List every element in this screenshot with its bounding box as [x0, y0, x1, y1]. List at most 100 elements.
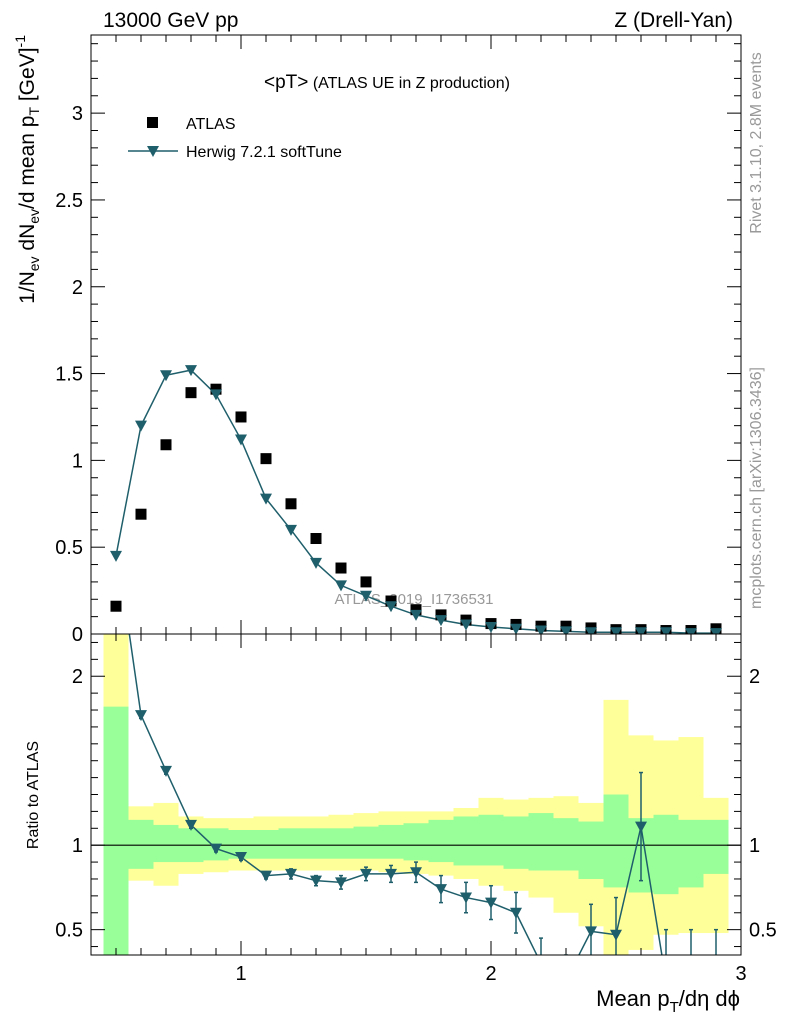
rivet-info: Rivet 3.1.10, 2.8M events — [748, 52, 765, 233]
inner-band-bin — [428, 819, 454, 863]
inner-band-bin — [353, 826, 379, 859]
mcplots-info: mcplots.cern.ch [arXiv:1306.3436] — [748, 367, 765, 609]
ratio-point — [485, 897, 497, 909]
ratio-point — [360, 868, 372, 880]
ratio-point — [660, 975, 672, 986]
mc-point — [135, 420, 147, 432]
inner-band-bin — [553, 818, 579, 871]
data-point — [160, 439, 172, 451]
ratio-point — [560, 975, 572, 986]
mc-point — [660, 627, 672, 634]
main-axis-ticks: 0 0.5 1 1.5 2 2.5 3 — [55, 35, 742, 646]
main-y-tick-label: 0 — [72, 624, 83, 646]
inner-band-bin — [253, 829, 279, 859]
x-tick-label: 1 — [235, 963, 246, 985]
inner-band-bin — [703, 819, 729, 874]
analysis-watermark: ATLAS_2019_I1736531 — [334, 591, 493, 608]
legend-title-sub: (ATLAS UE in Z production) — [308, 75, 510, 92]
data-point — [285, 498, 297, 510]
main-y-tick-label: 1 — [72, 450, 83, 472]
inner-band-bin — [328, 828, 354, 859]
mc-point — [235, 434, 247, 446]
ratio-point — [335, 877, 347, 889]
energy-label: 13000 GeV pp — [103, 9, 238, 32]
ratio-point — [210, 843, 222, 855]
mc-point — [210, 389, 222, 401]
legend-mc-marker — [147, 146, 159, 157]
mc-point — [460, 619, 472, 631]
data-point — [185, 387, 197, 399]
x-tick-label: 2 — [485, 963, 496, 985]
ratio-point — [585, 926, 597, 938]
legend-data-marker — [147, 117, 158, 128]
ratio-y-tick-label: 1 — [72, 835, 83, 857]
ratio-point — [285, 868, 297, 880]
data-point — [210, 383, 222, 395]
mc-point — [260, 493, 272, 505]
inner-band-bin — [653, 814, 679, 895]
ratio-plot-area — [91, 634, 741, 986]
ratio-y-tick-label-right: 0.5 — [749, 920, 777, 942]
main-y-tick-label: 2.5 — [55, 190, 83, 212]
mc-point — [535, 625, 547, 634]
data-point — [385, 595, 397, 607]
inner-band-bin — [678, 819, 704, 888]
inner-band-bin — [303, 828, 329, 859]
ratio-panel: 1 2 30.5 0.51 12 2 — [55, 633, 777, 986]
process-label: Z (Drell-Yan) — [614, 9, 733, 32]
ratio-point — [185, 819, 197, 831]
ratio-y-axis-title: Ratio to ATLAS — [25, 741, 42, 849]
main-y-tick-label: 1.5 — [55, 364, 83, 386]
inner-band-bin — [153, 824, 179, 863]
inner-band-bin — [528, 813, 554, 871]
legend-title: <pT> (ATLAS UE in Z production) — [264, 72, 510, 93]
legend-title-main: <pT> — [264, 72, 308, 93]
ratio-point — [235, 852, 247, 864]
ratio-point — [460, 892, 472, 904]
mc-point — [685, 628, 697, 634]
x-axis-title: Mean pT/dη dϕ — [596, 986, 740, 1016]
mc-point — [635, 627, 647, 634]
data-point — [335, 562, 347, 574]
ratio-point — [385, 868, 397, 880]
ratio-y-tick-label-right: 2 — [749, 666, 760, 688]
inner-band-bin — [603, 794, 629, 888]
data-point — [435, 609, 447, 621]
data-point — [310, 533, 322, 545]
ratio-frame — [90, 633, 742, 956]
ratio-point — [310, 875, 322, 887]
mc-point — [585, 627, 597, 634]
data-point — [360, 576, 372, 588]
data-point — [260, 453, 272, 465]
main-y-tick-label: 2 — [72, 277, 83, 299]
main-y-tick-label: 0.5 — [55, 537, 83, 559]
x-tick-label: 3 — [735, 963, 746, 985]
legend: <pT> (ATLAS UE in Z production) ATLAS He… — [128, 72, 510, 161]
ratio-y-tick-label: 2 — [72, 666, 83, 688]
ratio-point — [610, 929, 622, 941]
mc-point — [360, 590, 372, 602]
ratio-point — [260, 870, 272, 882]
data-point — [410, 604, 422, 616]
inner-band-bin — [278, 828, 304, 859]
main-y-axis-title: 1/Nev dNev/d mean pT [GeV]-1 — [12, 35, 42, 304]
ratio-point — [635, 821, 647, 833]
inner-band-bin — [503, 816, 529, 869]
data-point — [110, 600, 122, 612]
ratio-uncertainty-bands — [103, 634, 729, 955]
legend-mc-label: Herwig 7.2.1 softTune — [186, 144, 342, 161]
ratio-point — [135, 710, 147, 722]
ratio-point — [435, 884, 447, 896]
inner-band-bin — [403, 823, 429, 861]
data-point — [560, 620, 572, 632]
mc-point — [710, 628, 722, 634]
mc-point — [110, 550, 122, 562]
mc-point — [310, 557, 322, 569]
main-panel: 0 0.5 1 1.5 2 2.5 3 ATLAS_2019_I1736531 — [55, 34, 742, 646]
mc-point — [435, 615, 447, 627]
mc-point — [285, 524, 297, 536]
inner-band-bin — [478, 814, 504, 866]
mc-point — [185, 365, 197, 377]
ratio-point — [710, 975, 722, 986]
